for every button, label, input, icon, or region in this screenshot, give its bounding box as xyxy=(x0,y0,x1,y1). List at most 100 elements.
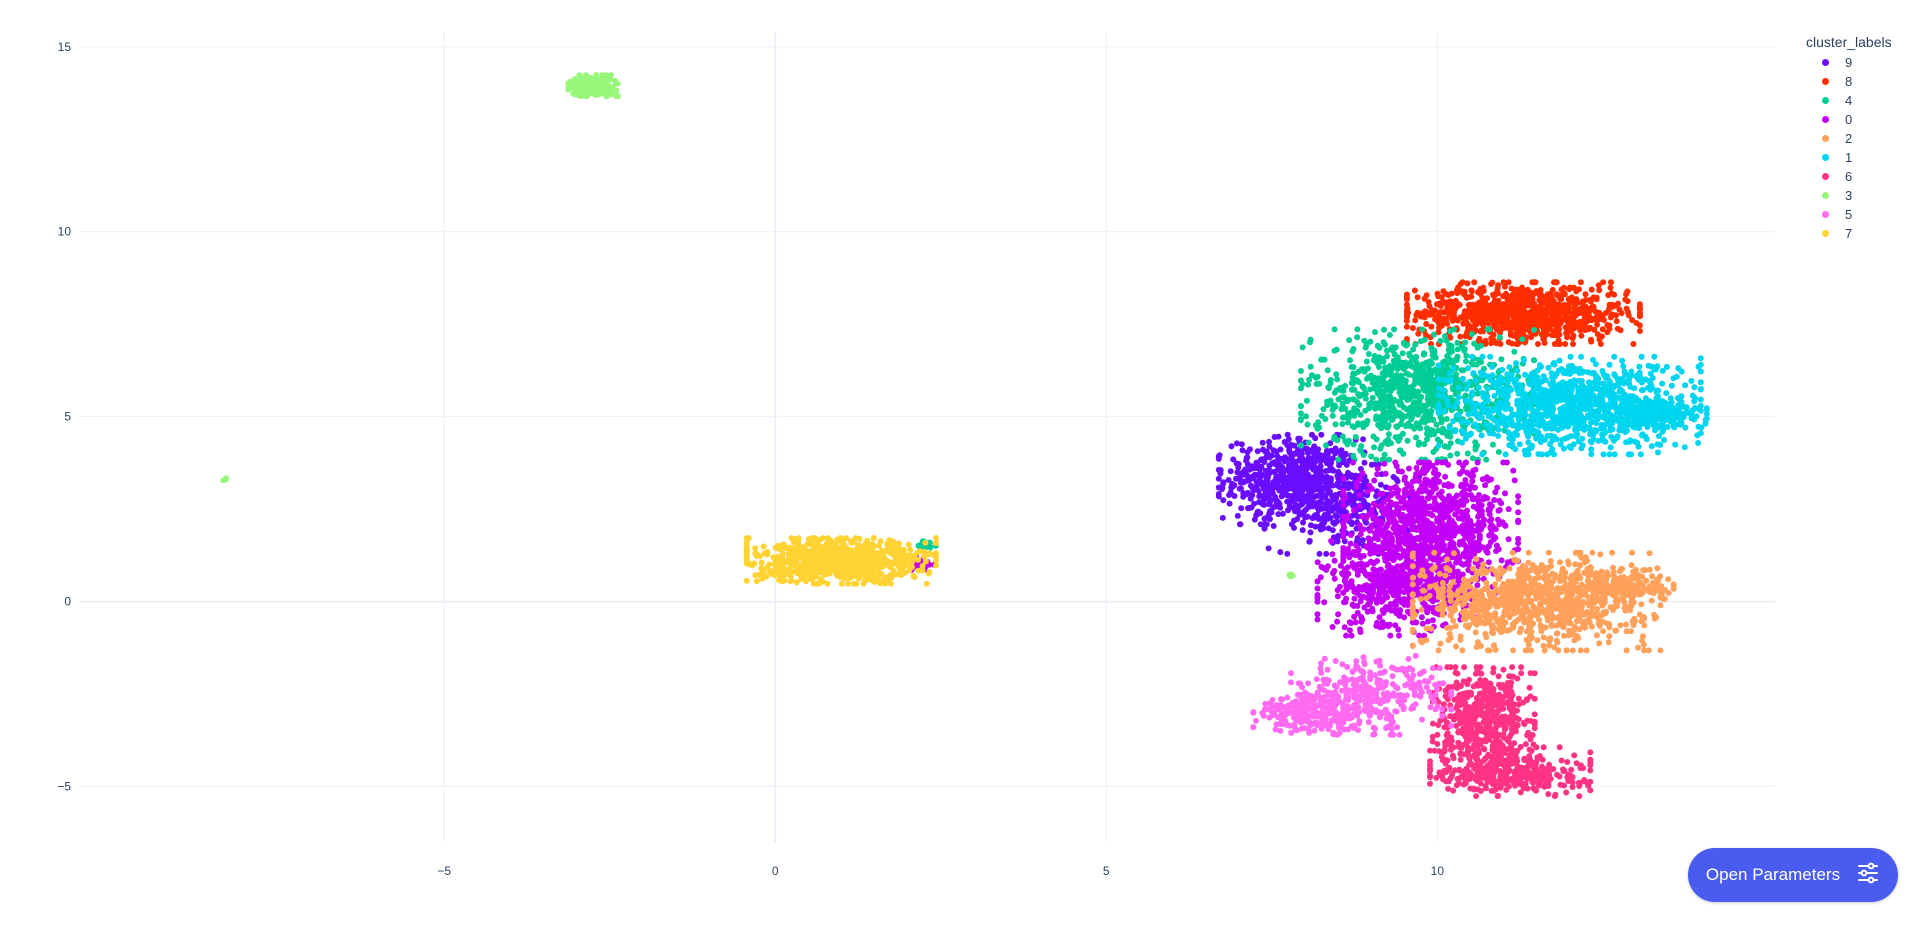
data-point xyxy=(1420,587,1427,594)
data-point xyxy=(1282,454,1289,461)
data-point xyxy=(1498,500,1505,507)
data-point xyxy=(1446,593,1453,599)
data-point xyxy=(1459,523,1466,529)
data-point xyxy=(1307,493,1314,500)
data-point xyxy=(1577,279,1584,286)
data-point xyxy=(1393,592,1400,599)
data-point xyxy=(1491,497,1498,503)
data-point xyxy=(1429,430,1436,436)
data-point xyxy=(1380,358,1387,365)
data-point xyxy=(1474,344,1481,351)
data-point xyxy=(1291,517,1297,524)
data-point xyxy=(1575,635,1582,641)
data-point xyxy=(1613,302,1620,309)
data-point xyxy=(1397,421,1404,428)
data-point xyxy=(1360,452,1367,458)
data-point xyxy=(1431,564,1438,571)
data-point xyxy=(1335,611,1342,618)
data-point xyxy=(1385,409,1392,416)
data-point xyxy=(1400,366,1407,372)
data-point xyxy=(1421,470,1428,476)
data-point xyxy=(1316,456,1323,463)
data-point xyxy=(1382,387,1389,394)
data-point xyxy=(1435,471,1442,478)
data-point xyxy=(1386,371,1393,378)
data-point xyxy=(1426,311,1433,318)
data-point xyxy=(1429,512,1436,519)
data-point xyxy=(1502,522,1509,529)
data-point xyxy=(1297,476,1304,483)
data-point xyxy=(1226,492,1233,498)
data-point xyxy=(1351,412,1358,419)
data-point xyxy=(1356,475,1363,482)
data-point xyxy=(1536,292,1543,299)
data-point xyxy=(1511,311,1518,318)
data-point xyxy=(1396,535,1403,542)
data-point xyxy=(1605,639,1612,646)
data-point xyxy=(1354,567,1361,574)
data-point xyxy=(1439,608,1446,615)
data-point xyxy=(1346,627,1353,634)
data-point xyxy=(1437,337,1444,344)
data-point xyxy=(1305,381,1312,388)
data-point xyxy=(1455,574,1462,581)
data-point xyxy=(1407,404,1414,411)
data-point xyxy=(1581,311,1588,318)
data-point xyxy=(1328,447,1335,454)
data-point xyxy=(1440,288,1447,295)
data-point xyxy=(1498,356,1505,363)
data-point xyxy=(1447,452,1454,459)
data-point xyxy=(1333,514,1340,520)
data-point xyxy=(1351,386,1358,393)
data-point xyxy=(1523,302,1530,309)
data-point xyxy=(1381,404,1388,411)
data-point xyxy=(1354,334,1361,341)
data-point xyxy=(1374,465,1381,472)
data-point xyxy=(1258,456,1265,463)
data-point xyxy=(1402,530,1408,537)
data-point xyxy=(1279,510,1286,517)
data-point xyxy=(1384,353,1390,360)
data-point xyxy=(1398,576,1405,583)
data-point xyxy=(1346,619,1353,626)
data-point xyxy=(1314,578,1321,585)
data-point xyxy=(1288,441,1295,448)
data-point xyxy=(1508,296,1515,303)
data-point xyxy=(1605,292,1612,299)
data-point xyxy=(1261,493,1268,500)
data-point xyxy=(1257,510,1264,517)
data-point xyxy=(1349,379,1356,386)
data-point xyxy=(1506,565,1513,572)
data-point xyxy=(1307,339,1313,346)
data-point xyxy=(1442,333,1448,340)
data-point xyxy=(1441,507,1448,514)
data-point xyxy=(1543,294,1550,301)
data-point xyxy=(1454,450,1461,457)
data-point xyxy=(1548,608,1554,615)
data-point xyxy=(1392,459,1399,466)
data-point xyxy=(1515,493,1522,500)
data-point xyxy=(1243,490,1250,497)
data-point xyxy=(1484,474,1490,481)
data-point xyxy=(1489,566,1496,573)
data-point xyxy=(1398,400,1404,407)
data-point xyxy=(1582,297,1589,303)
data-point xyxy=(1421,519,1428,526)
data-point xyxy=(1396,632,1402,639)
data-point xyxy=(1519,336,1526,343)
data-point xyxy=(1446,500,1453,507)
data-point xyxy=(1407,360,1414,366)
data-point xyxy=(1468,293,1475,300)
data-point xyxy=(1492,489,1499,496)
data-point xyxy=(1443,416,1450,422)
data-point xyxy=(1497,565,1504,572)
data-point xyxy=(1309,488,1316,495)
data-point xyxy=(1334,506,1341,513)
data-point xyxy=(1386,485,1393,492)
data-point xyxy=(1599,326,1606,333)
data-point xyxy=(1321,504,1328,511)
data-point xyxy=(1470,503,1477,510)
data-point xyxy=(1469,522,1476,529)
data-point xyxy=(1448,299,1455,305)
